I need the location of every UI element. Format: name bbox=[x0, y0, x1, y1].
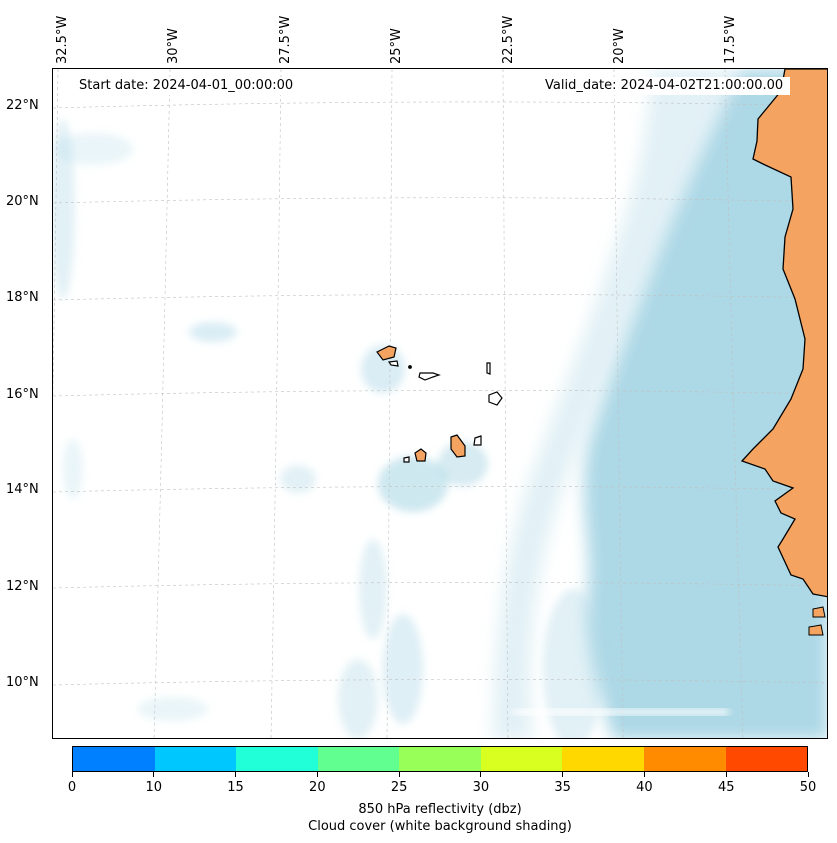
colorbar-segment-2 bbox=[236, 747, 318, 771]
lat-label-10n: 10°N bbox=[6, 675, 39, 690]
colorbar-segment-4 bbox=[399, 747, 481, 771]
cloud-cover-west bbox=[53, 119, 603, 738]
maio-island bbox=[473, 435, 482, 446]
colorbar-segment-1 bbox=[154, 747, 237, 771]
lat-label-16n: 16°N bbox=[6, 387, 39, 402]
santo-antao-island bbox=[376, 345, 397, 361]
colorbar-tick bbox=[398, 772, 400, 777]
lon-label-27-5w: 27.5°W bbox=[278, 15, 293, 64]
colorbar-tick-label: 50 bbox=[799, 780, 817, 795]
colorbar-segment-5 bbox=[480, 747, 563, 771]
lat-label-20n: 20°N bbox=[6, 194, 39, 209]
graticule bbox=[53, 69, 827, 738]
lon-label-25w: 25°W bbox=[389, 28, 404, 64]
lat-label-14n: 14°N bbox=[6, 482, 39, 497]
colorbar-tick-label: 45 bbox=[717, 780, 735, 795]
colorbar-tick-label: 35 bbox=[554, 780, 571, 795]
colorbar-segment-7 bbox=[643, 747, 726, 771]
colorbar-tick bbox=[807, 772, 809, 777]
colorbar-tick bbox=[480, 772, 482, 777]
valid-date-label: Valid_date: 2024-04-02T21:00:00.00 bbox=[538, 77, 791, 95]
colorbar-tick bbox=[153, 772, 155, 777]
colorbar-title: 850 hPa reflectivity (dbz) bbox=[358, 802, 522, 817]
colorbar-segment-0 bbox=[73, 747, 155, 771]
colorbar-tick bbox=[71, 772, 73, 777]
colorbar-tick-label: 30 bbox=[472, 780, 490, 795]
west-africa-landmass bbox=[740, 69, 827, 598]
colorbar-tick-label: 40 bbox=[636, 780, 653, 795]
colorbar-tick-label: 10 bbox=[145, 780, 163, 795]
map-panel bbox=[52, 68, 828, 739]
raso-islet bbox=[408, 365, 412, 369]
colorbar-tick bbox=[316, 772, 318, 777]
colorbar-segment-6 bbox=[562, 747, 644, 771]
lon-label-22-5w: 22.5°W bbox=[501, 15, 516, 64]
colorbar-tick bbox=[235, 772, 237, 777]
sao-nicolau-island bbox=[418, 372, 441, 381]
lat-label-22n: 22°N bbox=[6, 98, 39, 113]
reflectivity-colorbar bbox=[72, 746, 808, 772]
colorbar-tick bbox=[643, 772, 645, 777]
map-canvas bbox=[53, 69, 827, 738]
start-date-label: Start date: 2024-04-01_00:00:00 bbox=[72, 77, 301, 95]
colorbar-tick-label: 25 bbox=[390, 780, 408, 795]
cloud-cover-east bbox=[493, 69, 827, 738]
lon-label-30w: 30°W bbox=[166, 28, 181, 64]
colorbar-tick-label: 15 bbox=[227, 780, 244, 795]
bottom-clear-band bbox=[513, 709, 729, 715]
colorbar-segment-3 bbox=[317, 747, 400, 771]
colorbar-subtitle: Cloud cover (white background shading) bbox=[308, 819, 572, 834]
lat-label-12n: 12°N bbox=[6, 579, 39, 594]
lon-label-17-5w: 17.5°W bbox=[723, 15, 738, 64]
colorbar-tick bbox=[562, 772, 564, 777]
lon-label-20w: 20°W bbox=[612, 28, 627, 64]
boa-vista-island bbox=[488, 391, 503, 406]
colorbar-tick-label: 0 bbox=[67, 780, 77, 795]
colorbar-tick bbox=[725, 772, 727, 777]
bijagos-islands bbox=[808, 606, 826, 636]
sao-vicente-island bbox=[387, 360, 399, 367]
santiago-island bbox=[450, 434, 466, 458]
cape-verde-islands bbox=[376, 345, 503, 463]
brava-island bbox=[403, 456, 410, 463]
sal-island bbox=[486, 362, 491, 375]
colorbar-segment-8 bbox=[725, 747, 808, 771]
lat-label-18n: 18°N bbox=[6, 290, 39, 305]
colorbar-tick-label: 20 bbox=[309, 780, 326, 795]
lon-label-32-5w: 32.5°W bbox=[55, 15, 70, 64]
fogo-island bbox=[414, 448, 427, 462]
